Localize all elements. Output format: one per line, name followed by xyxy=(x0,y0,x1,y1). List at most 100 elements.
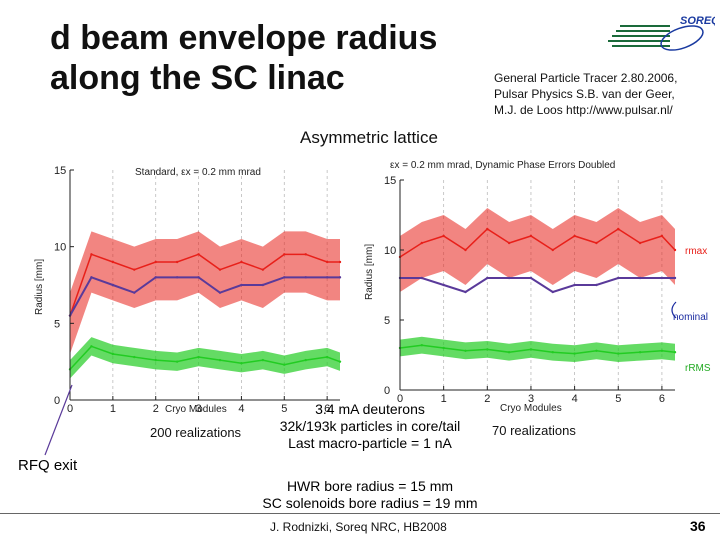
rrms-point xyxy=(617,352,620,355)
right-realizations: 70 realizations xyxy=(492,423,576,438)
rfq-exit-label: RFQ exit xyxy=(18,457,78,474)
rmax-point xyxy=(325,260,329,264)
rrms-point xyxy=(283,363,286,366)
rmax-point xyxy=(111,260,115,264)
series-group xyxy=(68,231,342,379)
chart-phase-errors: εx = 0.2 mm mrad, Dynamic Phase Errors D… xyxy=(364,160,677,414)
y-tick-label: 10 xyxy=(384,245,396,257)
beam-line-2: 32k/193k particles in core/tail xyxy=(279,418,461,434)
rrms-point xyxy=(529,348,533,351)
nominal-line xyxy=(400,277,675,294)
x-tick-label: 6 xyxy=(324,403,330,415)
nominal-point xyxy=(133,291,136,294)
rmax-point xyxy=(304,253,307,256)
series-group xyxy=(398,208,677,362)
rmax-point xyxy=(617,227,620,231)
rmax-point xyxy=(464,248,467,252)
rmax-point xyxy=(218,268,222,271)
y-tick-label: 0 xyxy=(384,385,390,397)
credit-line-3: M.J. de Loos http://www.pulsar.nl/ xyxy=(494,103,673,117)
nominal-point xyxy=(595,283,598,287)
nominal-point xyxy=(420,276,424,280)
rrms-point xyxy=(338,360,342,363)
rrms-point xyxy=(507,351,511,354)
soreq-logo-graphic: SOREQ xyxy=(608,15,720,51)
rmax-band xyxy=(400,208,675,292)
footer-credit: J. Rodnizki, Soreq NRC, HB2008 xyxy=(270,520,447,534)
rrms-line xyxy=(399,344,676,355)
rmax-point xyxy=(420,241,424,245)
nominal-point xyxy=(673,276,677,280)
nominal-point xyxy=(218,291,222,294)
rrms-point xyxy=(111,352,115,356)
nominal-point xyxy=(175,276,179,279)
rrms-point xyxy=(595,349,598,352)
rrms-point xyxy=(90,345,93,348)
y-tick-label: 5 xyxy=(54,318,60,330)
rrms-point xyxy=(197,355,200,359)
rrms-point xyxy=(551,351,554,354)
x-tick-label: 3 xyxy=(528,393,534,405)
y-tick-label: 15 xyxy=(54,165,66,177)
y-tick-label: 15 xyxy=(384,175,396,187)
rmax-point xyxy=(529,234,533,238)
rmax-point xyxy=(261,268,265,271)
beam-line-1: 3.4 mA deuterons xyxy=(315,401,425,417)
y-axis-label: Radius [mm] xyxy=(34,259,45,315)
software-credit: General Particle Tracer 2.80.2006, Pulsa… xyxy=(494,70,677,118)
x-tick-label: 5 xyxy=(615,393,621,405)
rmax-point xyxy=(507,241,511,245)
x-tick-label: 1 xyxy=(441,393,447,405)
x-tick-label: 1 xyxy=(110,403,116,415)
rmax-point xyxy=(240,260,243,264)
nominal-point xyxy=(240,283,243,287)
nominal-point xyxy=(90,276,93,279)
rmax-point xyxy=(90,253,93,256)
title-line-2: along the SC linac xyxy=(50,59,345,97)
chart-title: εx = 0.2 mm mrad, Dynamic Phase Errors D… xyxy=(390,160,615,171)
bore-radius-notes: HWR bore radius = 15 mm SC solenoids bor… xyxy=(240,478,500,512)
nominal-point xyxy=(617,276,620,280)
bore-line-1: HWR bore radius = 15 mm xyxy=(286,478,454,494)
rmax-point xyxy=(154,260,157,264)
nominal-point xyxy=(573,283,576,287)
axes: 0 1 2 3 4 5 6 0 5 10 15 xyxy=(384,175,675,405)
rfq-arrow-line xyxy=(44,384,73,456)
rmax-point xyxy=(283,253,286,256)
nominal-point xyxy=(638,276,642,280)
chart-standard: Standard, εx = 0.2 mm mrad 0 1 2 3 4 5 6 0 5 10 15… xyxy=(34,165,342,415)
charts-area: Standard, εx = 0.2 mm mrad 0 1 2 3 4 5 6051015… xyxy=(34,160,711,415)
rmax-line xyxy=(399,228,676,258)
x-tick-label: 2 xyxy=(153,403,159,415)
rmax-point xyxy=(660,234,664,238)
nominal-point xyxy=(660,276,664,280)
rmax-point xyxy=(197,253,200,256)
rrms-point xyxy=(660,349,664,352)
bore-line-2: SC solenoids bore radius = 19 mm xyxy=(262,495,478,511)
nominal-point xyxy=(464,290,467,294)
x-tick-label: 0 xyxy=(397,393,403,405)
nominal-point xyxy=(111,283,115,287)
axes: 0 1 2 3 4 5 6 0 5 10 15 xyxy=(54,165,340,415)
chart-title: Standard, εx = 0.2 mm mrad xyxy=(135,167,261,178)
rrms-point xyxy=(638,351,642,354)
y-tick-label: 0 xyxy=(54,395,60,407)
rmax-point xyxy=(551,248,554,252)
rfq-arrow xyxy=(44,384,73,456)
nominal-point xyxy=(507,276,511,280)
beam-line-3: Last macro-particle = 1 nA xyxy=(288,435,452,451)
x-tick-label: 3 xyxy=(196,403,202,415)
x-axis-label: Cryo Modules xyxy=(165,404,227,415)
nominal-point xyxy=(261,283,265,287)
credit-line-2: Pulsar Physics S.B. van der Geer, xyxy=(494,87,675,101)
nominal-line xyxy=(69,276,340,317)
rmax-point xyxy=(638,241,642,245)
y-tick-label: 10 xyxy=(54,242,66,254)
rrms-point xyxy=(486,348,489,351)
rmax-line xyxy=(69,253,340,316)
rrms-point xyxy=(154,358,157,362)
nominal-point xyxy=(486,276,489,280)
slide-title: d beam envelope radius along the SC lina… xyxy=(50,18,437,98)
rrms-point xyxy=(261,358,265,362)
nominal-point xyxy=(154,276,157,279)
